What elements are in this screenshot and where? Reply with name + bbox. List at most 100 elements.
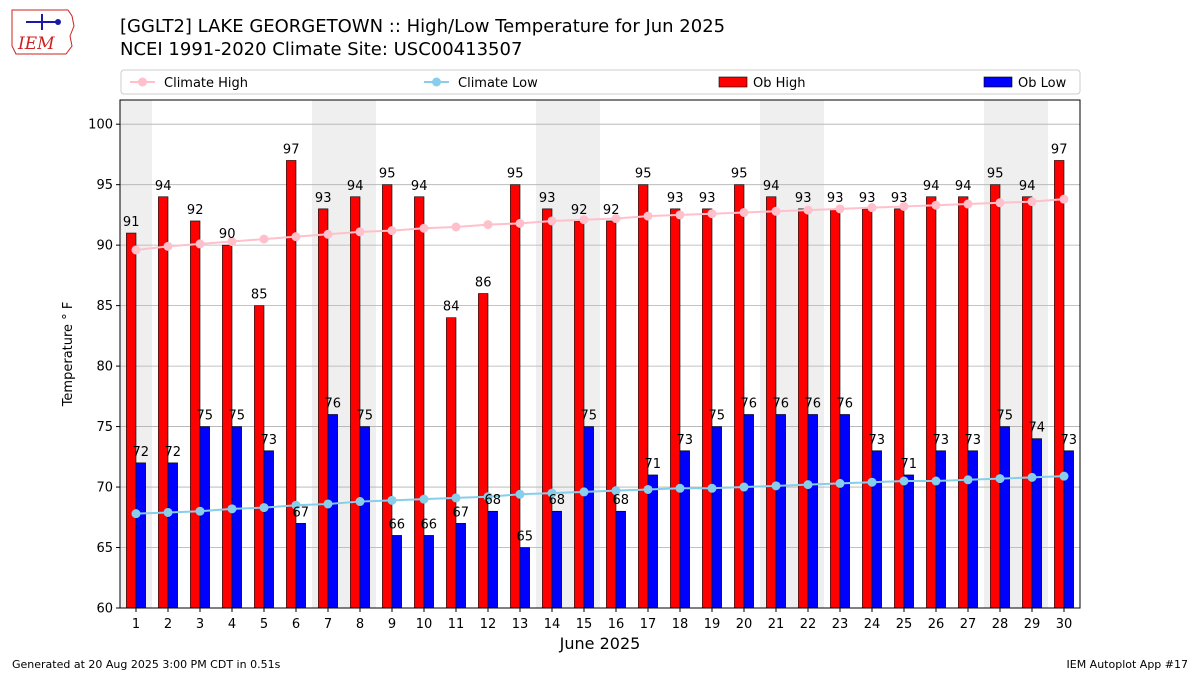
- climate-low-point: [579, 487, 589, 497]
- ob-high-label: 95: [635, 167, 652, 182]
- climate-high-point: [387, 226, 397, 236]
- ob-low-bar: [327, 414, 338, 609]
- ob-high-bar: [158, 196, 169, 609]
- y-tick-label: 100: [88, 118, 113, 133]
- ob-low-label: 66: [421, 517, 438, 532]
- climate-low-point: [163, 507, 173, 517]
- climate-low-point: [483, 492, 493, 502]
- ob-high-label: 97: [283, 142, 300, 157]
- autoplot-credit: IEM Autoplot App #17: [1066, 658, 1189, 671]
- climate-high-point: [899, 201, 909, 211]
- legend-climate-high-marker: [138, 77, 147, 87]
- ob-high-bar: [894, 208, 905, 609]
- ob-low-bar: [1031, 438, 1042, 609]
- ob-high-label: 94: [955, 179, 972, 194]
- ob-low-label: 73: [933, 433, 950, 448]
- ob-high-label: 93: [539, 191, 556, 206]
- ob-low-bar: [583, 426, 594, 609]
- ob-low-bar: [615, 510, 626, 609]
- ob-low-label: 71: [645, 457, 662, 472]
- legend-ob-high-label: Ob High: [753, 76, 806, 91]
- climate-low-point: [515, 489, 525, 499]
- climate-low-point: [1027, 472, 1037, 482]
- climate-high-point: [195, 239, 205, 249]
- ob-low-bar: [775, 414, 786, 609]
- ob-low-label: 66: [389, 517, 406, 532]
- climate-low-point: [131, 509, 141, 519]
- ob-low-bar: [423, 535, 434, 609]
- ob-high-label: 93: [891, 191, 908, 206]
- x-tick-label: 21: [768, 617, 785, 632]
- climate-low-point: [451, 493, 461, 503]
- ob-low-label: 75: [997, 409, 1014, 424]
- ob-low-label: 68: [485, 493, 502, 508]
- ob-low-bar: [871, 450, 882, 609]
- ob-high-label: 94: [155, 179, 172, 194]
- iowa-outline-icon: [11, 9, 75, 55]
- ob-high-bar: [542, 208, 553, 609]
- ob-low-bar: [903, 474, 914, 609]
- legend-ob-low-label: Ob Low: [1018, 76, 1067, 91]
- x-tick-label: 25: [896, 617, 913, 632]
- ob-high-label: 85: [251, 288, 268, 303]
- climate-high-point: [163, 241, 173, 251]
- ob-low-bar: [135, 462, 146, 609]
- ob-low-bar: [999, 426, 1010, 609]
- y-tick-label: 60: [96, 602, 113, 617]
- ob-high-label: 93: [667, 191, 684, 206]
- y-tick-label: 95: [96, 178, 113, 193]
- legend-box: [120, 69, 1081, 95]
- climate-low-point: [259, 503, 269, 513]
- y-tick-label: 75: [96, 420, 113, 435]
- ob-high-bar: [126, 232, 137, 609]
- generated-timestamp: Generated at 20 Aug 2025 3:00 PM CDT in …: [12, 658, 281, 671]
- ob-high-label: 93: [827, 191, 844, 206]
- ob-high-label: 92: [187, 203, 204, 218]
- x-tick-label: 6: [292, 617, 300, 632]
- ob-low-bar: [487, 510, 498, 609]
- climate-low-point: [931, 476, 941, 486]
- x-tick-label: 4: [228, 617, 236, 632]
- climate-high-point: [259, 234, 269, 244]
- ob-high-label: 92: [603, 203, 620, 218]
- ob-low-bar: [967, 450, 978, 609]
- ob-high-label: 94: [347, 179, 364, 194]
- ob-low-bar: [807, 414, 818, 609]
- climate-low-point: [227, 504, 237, 514]
- iem-logo: IEM: [11, 9, 75, 55]
- climate-high-point: [1059, 194, 1069, 204]
- ob-high-label: 95: [379, 167, 396, 182]
- ob-low-label: 73: [869, 433, 886, 448]
- ob-low-bar: [519, 547, 530, 609]
- y-tick-label: 70: [96, 481, 113, 496]
- ob-high-bar: [478, 293, 489, 609]
- climate-high-point: [515, 218, 525, 228]
- x-tick-label: 11: [448, 617, 465, 632]
- ob-high-bar: [638, 184, 649, 609]
- x-tick-label: 14: [544, 617, 561, 632]
- climate-high-point: [867, 203, 877, 213]
- climate-high-point: [131, 245, 141, 255]
- x-tick-label: 16: [608, 617, 625, 632]
- ob-low-bar: [711, 426, 722, 609]
- ob-high-bar: [446, 317, 457, 609]
- legend-ob-high-swatch: [718, 76, 748, 88]
- ob-high-bar: [286, 160, 297, 609]
- ob-low-bar: [935, 450, 946, 609]
- y-tick-label: 85: [96, 299, 113, 314]
- climate-high-point: [675, 210, 685, 220]
- climate-low-point: [195, 506, 205, 516]
- climate-high-point: [963, 199, 973, 209]
- ob-high-label: 84: [443, 300, 460, 315]
- x-tick-label: 3: [196, 617, 204, 632]
- chart-title: [GGLT2] LAKE GEORGETOWN :: High/Low Temp…: [120, 16, 726, 37]
- climate-high-point: [611, 214, 621, 224]
- ob-low-label: 76: [741, 396, 758, 411]
- climate-high-point: [803, 205, 813, 215]
- ob-high-label: 94: [411, 179, 428, 194]
- ob-high-label: 94: [923, 179, 940, 194]
- ob-low-label: 76: [805, 396, 822, 411]
- ob-low-label: 72: [133, 445, 150, 460]
- x-tick-label: 23: [832, 617, 849, 632]
- ob-high-bar: [254, 305, 265, 609]
